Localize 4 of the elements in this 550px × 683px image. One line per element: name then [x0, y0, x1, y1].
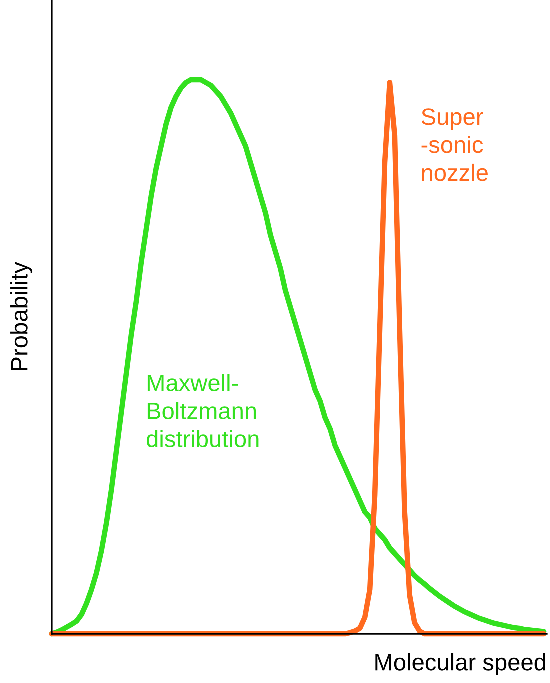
series-label: Super -sonic nozzle	[422, 108, 488, 182]
y-axis-title: Probability	[10, 262, 33, 370]
x-axis-title: Molecular speed	[376, 653, 546, 676]
series-label: Maxwell- Boltzmann distribution	[147, 374, 259, 448]
